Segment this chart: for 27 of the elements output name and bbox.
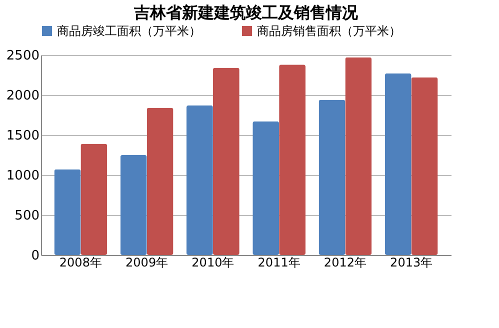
legend-label: 商品房竣工面积（万平米） <box>57 24 201 38</box>
x-tick-label: 2011年 <box>258 256 300 270</box>
bar <box>120 155 147 255</box>
bar <box>384 73 412 255</box>
chart-title: 吉林省新建建筑竣工及销售情况 <box>133 3 359 22</box>
bar <box>345 57 372 255</box>
bar <box>146 108 174 255</box>
x-tick-label: 2009年 <box>126 256 168 270</box>
y-tick-label: 2500 <box>6 48 40 64</box>
y-tick-label: 0 <box>31 248 40 264</box>
x-tick-label: 2013年 <box>390 256 433 270</box>
bar <box>411 77 438 255</box>
bar <box>318 100 346 255</box>
x-tick-label: 2008年 <box>59 256 102 270</box>
bar <box>186 105 213 255</box>
x-tick-label: 2012年 <box>324 256 366 270</box>
legend-label: 商品房销售面积（万平米） <box>257 24 401 38</box>
bar <box>279 64 306 255</box>
bar <box>212 68 240 255</box>
y-tick-label: 500 <box>14 208 40 224</box>
bar <box>54 169 81 255</box>
bar <box>252 121 280 255</box>
x-tick-label: 2010年 <box>192 256 234 270</box>
y-tick-label: 1000 <box>6 168 40 184</box>
y-tick-label: 1500 <box>6 128 40 144</box>
bar <box>80 144 108 255</box>
y-tick-label: 2000 <box>6 88 40 104</box>
